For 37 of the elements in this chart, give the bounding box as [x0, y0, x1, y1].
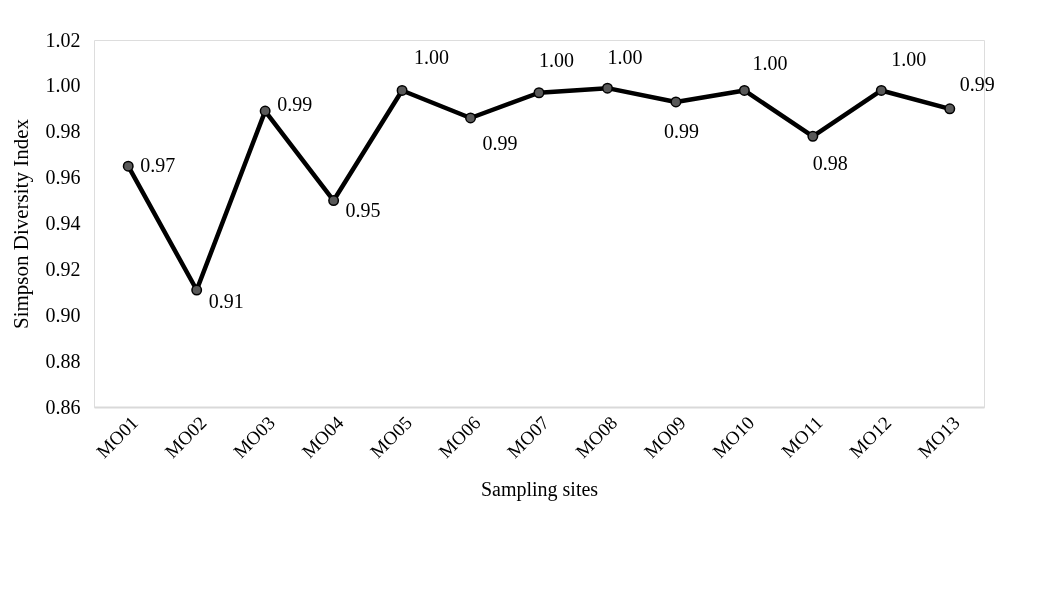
point [807, 130, 819, 142]
y-tick-label: 0.96 [45, 166, 81, 189]
data-label: 0.91 [208, 290, 244, 313]
point [465, 112, 477, 124]
data-label: 0.98 [812, 152, 848, 175]
y-axis-title: Simpson Diversity Index [8, 118, 33, 329]
data-label: 1.00 [891, 48, 927, 71]
data-label: 1.00 [607, 46, 643, 69]
data-label: 0.99 [277, 93, 313, 116]
y-tick-label: 0.88 [45, 349, 81, 372]
data-label: 0.99 [482, 131, 518, 154]
point [670, 96, 682, 108]
y-tick-label: 1.00 [45, 74, 81, 97]
data-label: 0.99 [959, 72, 995, 95]
data-label: 0.99 [663, 119, 699, 142]
y-tick-label: 0.86 [45, 395, 81, 418]
data-label: 1.00 [414, 46, 450, 69]
data-label: 0.95 [345, 198, 381, 221]
y-tick-label: 0.94 [45, 212, 81, 234]
point [328, 195, 340, 207]
point [533, 87, 545, 99]
y-tick-label: 1.02 [45, 28, 81, 51]
x-axis-title: Sampling sites [480, 478, 599, 502]
data-label: 1.00 [539, 48, 574, 71]
y-tick-label: 0.98 [45, 120, 81, 143]
y-tick-label: 0.92 [45, 257, 81, 280]
point [944, 103, 956, 115]
point [122, 160, 134, 172]
point [875, 84, 887, 96]
point [738, 84, 750, 96]
point [191, 284, 203, 296]
point [396, 84, 408, 96]
data-label: 0.97 [140, 154, 176, 177]
point [259, 105, 271, 117]
data-label: 1.00 [752, 52, 788, 75]
point [601, 82, 613, 94]
y-tick-label: 0.90 [45, 303, 81, 326]
